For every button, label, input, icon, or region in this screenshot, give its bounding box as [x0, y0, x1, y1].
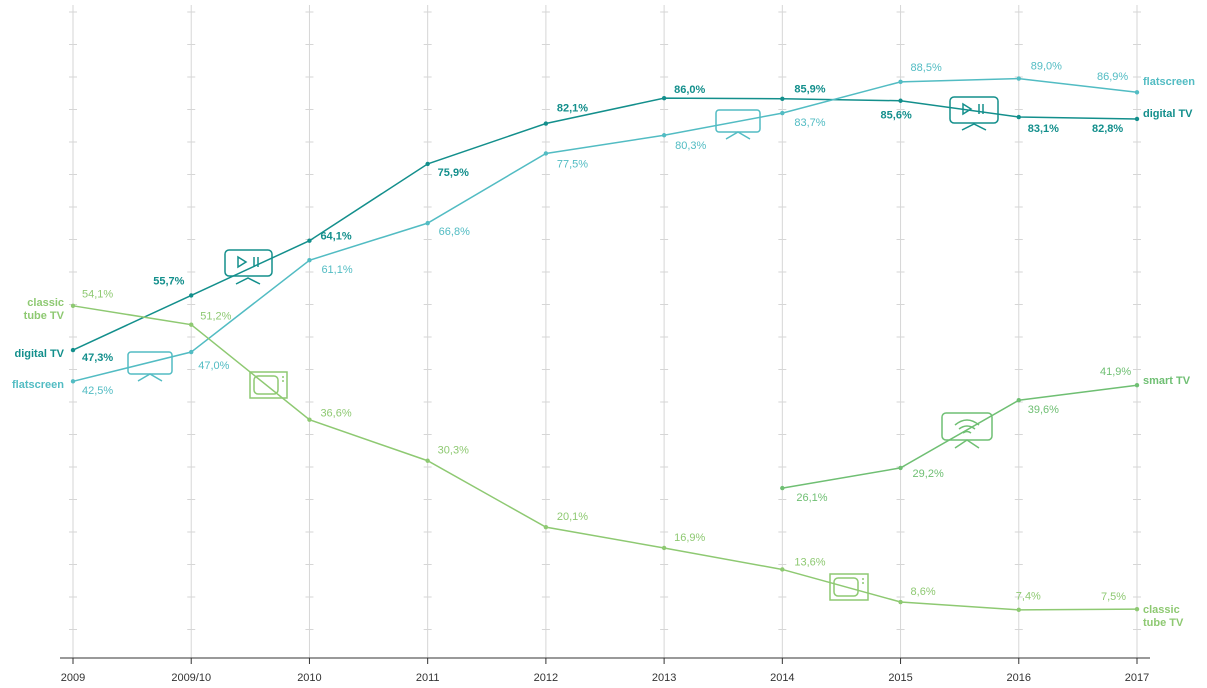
value-label: 54,1%	[82, 289, 113, 301]
series-label: classic tube TV	[1143, 604, 1184, 630]
point	[661, 545, 667, 551]
value-label: 13,6%	[794, 556, 825, 568]
value-label: 26,1%	[796, 492, 827, 504]
value-label: 77,5%	[557, 158, 588, 170]
value-label: 55,7%	[153, 275, 184, 287]
value-label: 16,9%	[674, 532, 705, 544]
series-label: flatscreen	[1143, 75, 1195, 88]
value-label: 86,0%	[674, 84, 705, 96]
value-label: 85,9%	[794, 84, 825, 96]
icon-smart-tv	[941, 412, 993, 449]
value-label: 66,8%	[439, 226, 470, 238]
icon-digital-tv	[224, 249, 273, 285]
x-tick-label: 2012	[534, 672, 558, 684]
value-label: 20,1%	[557, 511, 588, 523]
series-label: flatscreen	[12, 378, 64, 391]
point	[307, 417, 312, 422]
value-label: 88,5%	[911, 62, 942, 74]
icon-flatscreen	[127, 351, 173, 382]
x-tick-label: 2015	[888, 672, 912, 684]
point	[543, 524, 549, 530]
point	[307, 258, 312, 263]
point	[189, 322, 194, 327]
icons	[127, 96, 999, 601]
point	[1134, 383, 1140, 388]
value-label: 82,1%	[557, 102, 588, 114]
icon-flatscreen	[715, 109, 761, 140]
point	[1016, 607, 1021, 613]
point	[1016, 398, 1021, 403]
point	[425, 220, 430, 226]
value-label: 47,0%	[198, 360, 229, 372]
point	[1134, 90, 1140, 95]
point	[307, 238, 312, 243]
value-label: 75,9%	[438, 167, 469, 179]
point	[70, 347, 76, 353]
point	[425, 161, 430, 167]
point	[898, 98, 903, 103]
x-tick-label: 2010	[297, 672, 321, 684]
value-label: 8,6%	[911, 586, 936, 598]
value-label: 83,7%	[794, 117, 825, 129]
value-label: 30,3%	[438, 445, 469, 457]
point	[1016, 114, 1021, 120]
series-line	[782, 384, 1138, 489]
value-label: 80,3%	[675, 140, 706, 152]
x-tick-label: 2014	[770, 672, 794, 684]
value-label: 51,2%	[200, 311, 231, 323]
series-line	[72, 97, 1138, 351]
point	[661, 133, 667, 138]
value-label: 83,1%	[1028, 123, 1059, 135]
value-label: 39,6%	[1028, 404, 1059, 416]
series-line	[72, 305, 1138, 611]
x-tick-label: 2016	[1007, 672, 1031, 684]
point	[898, 79, 903, 85]
x-tick-label: 2013	[652, 672, 676, 684]
x-tick-label: 2009/10	[171, 672, 211, 684]
point	[780, 485, 785, 491]
value-label: 29,2%	[913, 468, 944, 480]
point	[425, 458, 430, 463]
point	[661, 95, 667, 101]
point	[543, 121, 549, 126]
x-tick-label: 2011	[416, 672, 440, 684]
value-label: 7,5%	[1101, 591, 1126, 603]
point	[780, 567, 785, 572]
point	[70, 379, 76, 384]
value-label: 86,9%	[1097, 71, 1128, 83]
value-label: 89,0%	[1031, 61, 1062, 73]
value-label: 61,1%	[321, 264, 352, 276]
series-label: digital TV	[1143, 108, 1193, 121]
point	[189, 293, 194, 298]
point	[780, 96, 785, 101]
value-label: 82,8%	[1092, 123, 1123, 135]
icon-tube-tv	[829, 573, 869, 601]
series-label: smart TV	[1143, 374, 1191, 387]
value-label: 42,5%	[82, 385, 113, 397]
series-line	[72, 77, 1138, 383]
point	[780, 110, 785, 116]
point	[898, 599, 903, 605]
point	[1016, 76, 1021, 81]
point	[189, 349, 194, 355]
point	[543, 151, 549, 156]
point	[1134, 606, 1140, 612]
icon-digital-tv	[949, 96, 999, 131]
value-label: 64,1%	[320, 231, 351, 243]
value-label: 36,6%	[320, 408, 351, 420]
point	[1134, 116, 1140, 122]
point	[898, 465, 903, 471]
value-label: 85,6%	[881, 110, 912, 122]
value-label: 41,9%	[1100, 366, 1131, 378]
value-label: 47,3%	[82, 352, 113, 364]
point	[70, 303, 76, 309]
series-label: classic tube TV	[23, 296, 64, 322]
x-tick-label: 2009	[61, 672, 85, 684]
series-label: digital TV	[14, 347, 65, 360]
x-tick-label: 2017	[1125, 672, 1149, 684]
grid	[69, 5, 1141, 658]
value-label: 7,4%	[1016, 591, 1041, 603]
